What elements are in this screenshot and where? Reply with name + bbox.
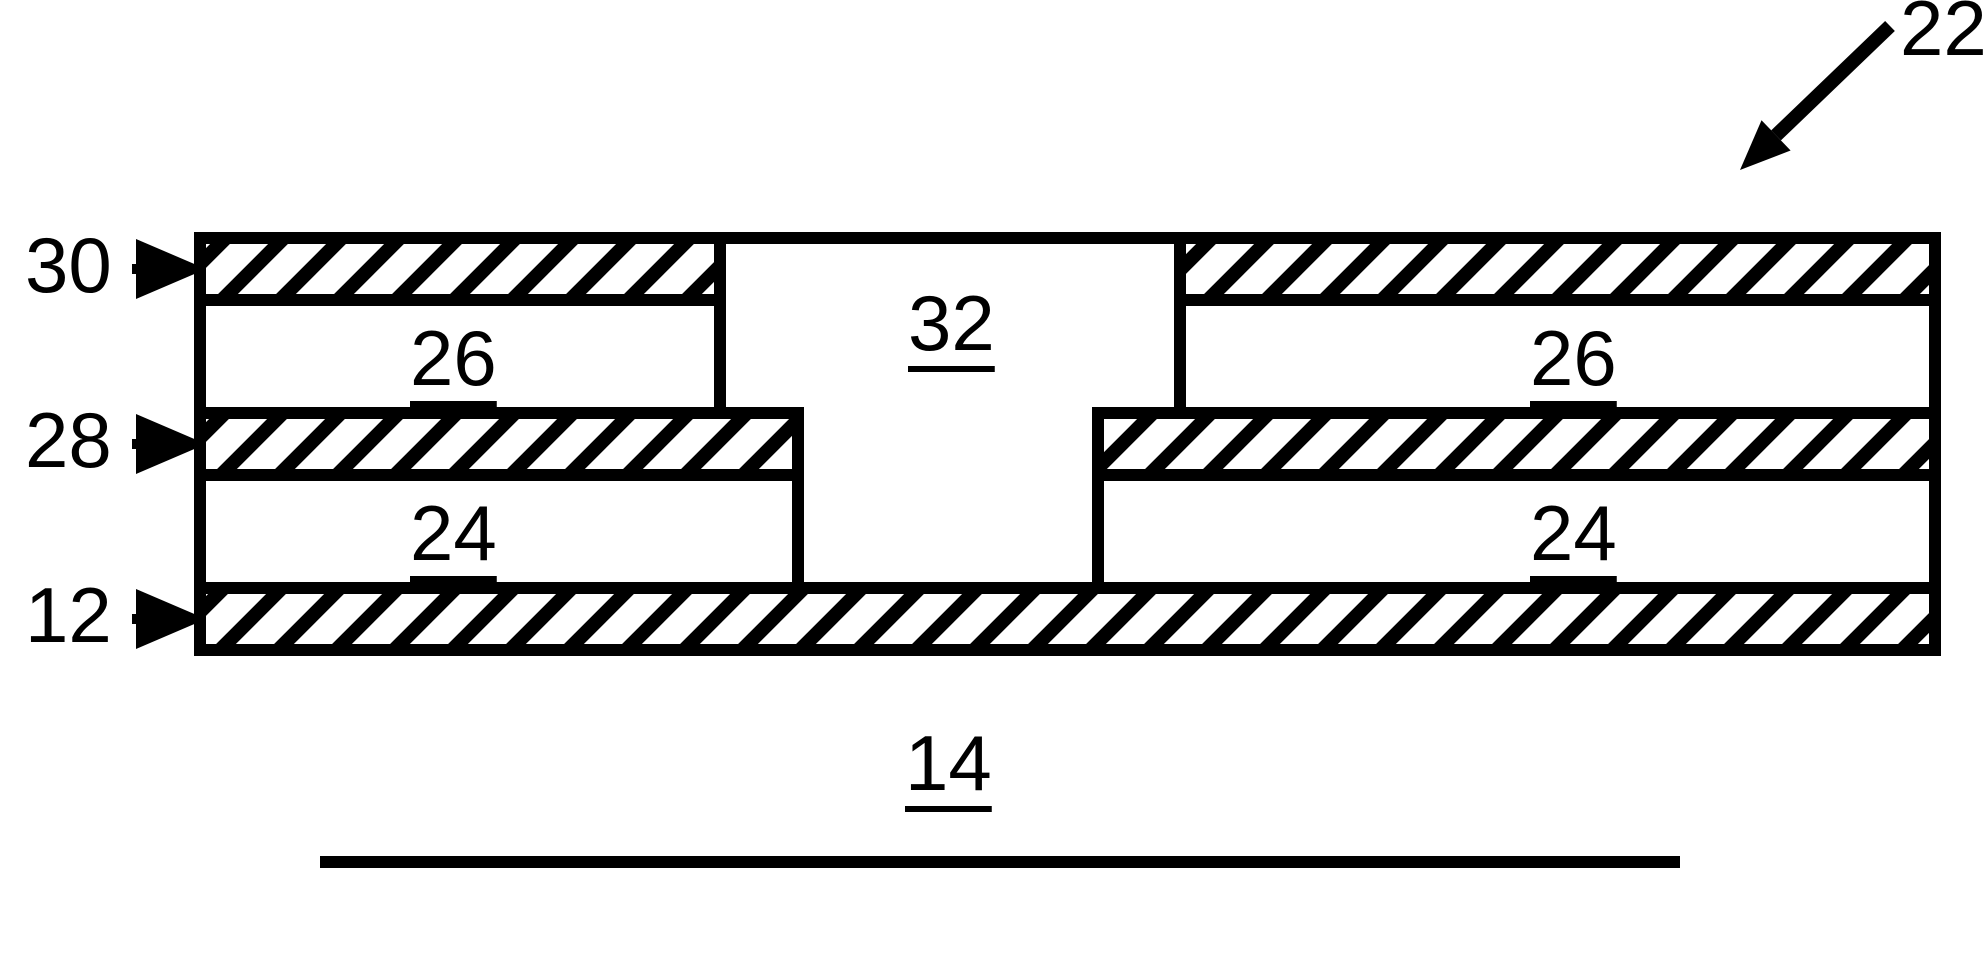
layer-28-left: [200, 413, 798, 475]
callout-arrow-shaft: [1776, 26, 1890, 135]
layer-30-left: [200, 238, 720, 300]
layer-24-right: [1098, 475, 1935, 588]
label-l32: 32: [908, 279, 995, 367]
label-l26_right: 26: [1530, 314, 1617, 402]
label-left_12: 12: [25, 571, 112, 659]
layer-12: [200, 588, 1935, 650]
layer-28-right: [1098, 413, 1935, 475]
cross-section-diagram: 22 30 28 12 26 26 24 24 32 14: [0, 0, 1988, 957]
label-l14: 14: [905, 719, 992, 807]
layer-30-right: [1180, 238, 1935, 300]
label-l24_left: 24: [410, 489, 497, 577]
label-l26_left: 26: [410, 314, 497, 402]
label-left_30: 30: [25, 221, 112, 309]
layer-24-left: [200, 475, 798, 588]
label-left_28: 28: [25, 396, 112, 484]
label-l24_right: 24: [1530, 489, 1617, 577]
label-callout_22: 22: [1900, 0, 1987, 72]
